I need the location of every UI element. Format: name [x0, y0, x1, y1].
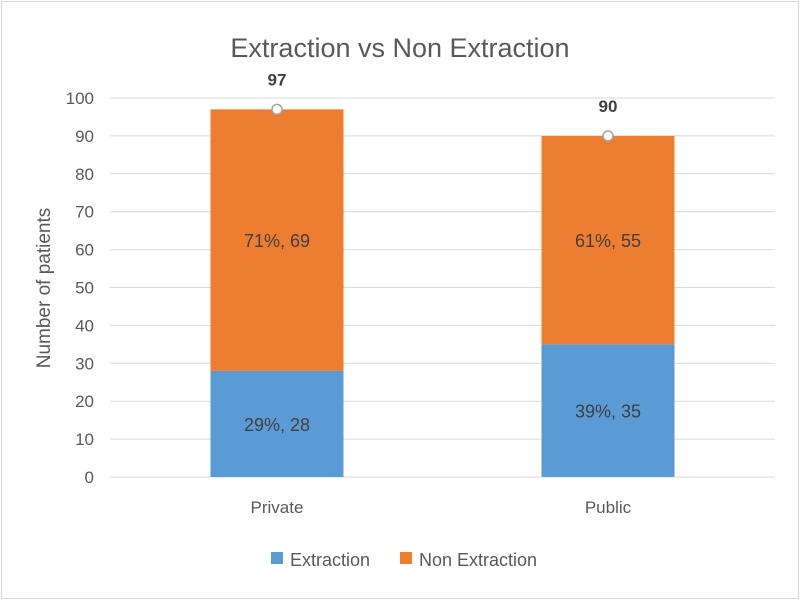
y-tick-label: 10	[75, 430, 94, 449]
y-tick-label: 30	[75, 354, 94, 373]
legend-swatch-extraction	[271, 552, 283, 564]
data-label: 29%, 28	[244, 415, 310, 435]
segment-labels: 29%, 28 71%, 69 39%, 35 61%, 55	[244, 231, 641, 435]
x-category-label: Public	[585, 498, 632, 517]
bar-non-extraction-private	[210, 109, 344, 371]
total-label: 97	[268, 70, 287, 89]
y-tick-label: 90	[75, 127, 94, 146]
data-label: 71%, 69	[244, 231, 310, 251]
bar-non-extraction-public	[541, 135, 675, 345]
total-label: 90	[599, 97, 618, 116]
y-tick-label: 60	[75, 241, 94, 260]
bar-extraction-private	[210, 370, 344, 477]
x-axis-categories: Private Public	[251, 498, 632, 517]
chart-title: Extraction vs Non Extraction	[230, 33, 569, 63]
y-tick-label: 100	[66, 89, 94, 108]
total-marker	[602, 130, 614, 142]
legend-swatch-non-extraction	[400, 552, 412, 564]
y-tick-label: 70	[75, 203, 94, 222]
bars	[210, 109, 675, 477]
legend: Extraction Non Extraction	[271, 550, 537, 570]
bar-extraction-public	[541, 344, 675, 477]
gridlines	[110, 97, 775, 478]
y-axis-ticks: 0 10 20 30 40 50 60 70 80 90 100	[66, 89, 94, 487]
y-axis-label: Number of patients	[34, 208, 55, 369]
data-label: 39%, 35	[575, 402, 641, 422]
y-tick-label: 20	[75, 392, 94, 411]
legend-label-non-extraction: Non Extraction	[419, 550, 537, 570]
y-tick-label: 0	[85, 468, 94, 487]
y-tick-label: 50	[75, 279, 94, 298]
x-category-label: Private	[251, 498, 304, 517]
legend-label-extraction: Extraction	[290, 550, 370, 570]
total-marker	[271, 103, 283, 116]
y-tick-label: 80	[75, 165, 94, 184]
total-markers: 97 90	[268, 70, 618, 142]
data-label: 61%, 55	[575, 231, 641, 251]
y-tick-label: 40	[75, 316, 94, 335]
